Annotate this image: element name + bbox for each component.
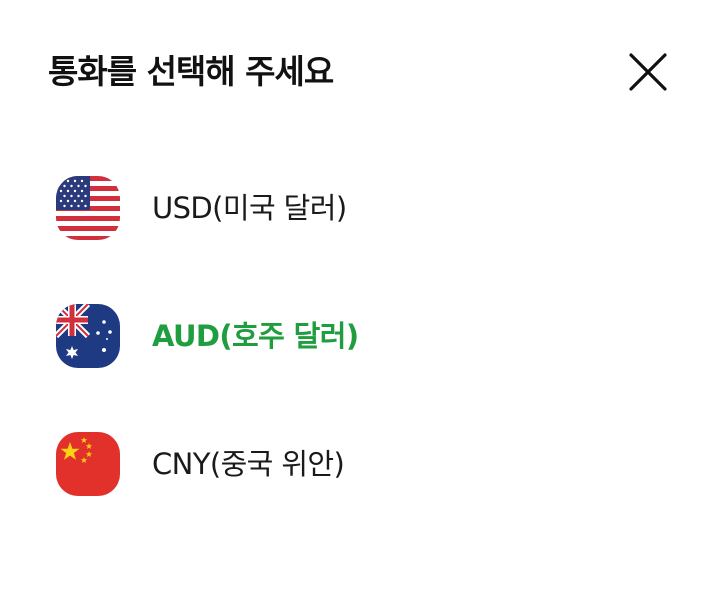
currency-label-aud: AUD(호주 달러) [152, 319, 359, 353]
us-flag-icon [56, 176, 120, 240]
close-icon [629, 53, 667, 91]
currency-option-aud[interactable]: AUD(호주 달러) [0, 276, 720, 404]
currency-list: USD(미국 달러) [0, 148, 720, 532]
cn-flag-icon [56, 432, 120, 496]
sheet-title: 통화를 선택해 주세요 [48, 52, 334, 91]
sheet-header: 통화를 선택해 주세요 [0, 0, 720, 140]
currency-option-usd[interactable]: USD(미국 달러) [0, 148, 720, 276]
currency-label-cny: CNY(중국 위안) [152, 447, 345, 481]
close-button[interactable] [622, 46, 674, 98]
currency-option-cny[interactable]: CNY(중국 위안) [0, 404, 720, 532]
currency-label-usd: USD(미국 달러) [152, 191, 347, 225]
au-flag-icon [56, 304, 120, 368]
